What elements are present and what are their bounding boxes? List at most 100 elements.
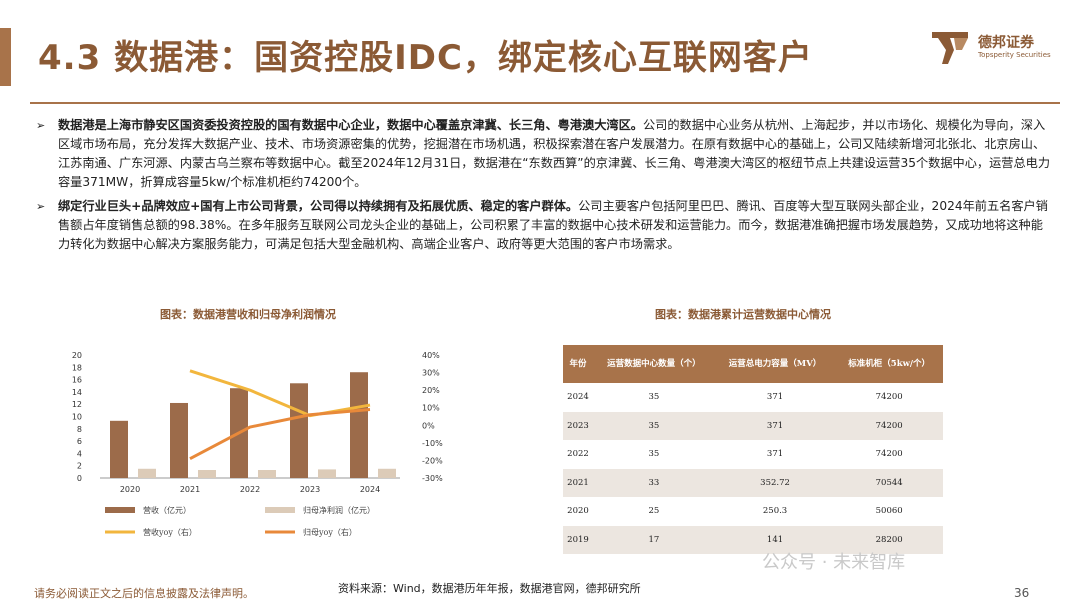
bullet-bold-text: 数据港是上海市静安区国资委投资控股的国有数据中心企业，数据中心覆盖京津冀、长三角… <box>58 118 643 132</box>
bar-revenue <box>170 402 188 478</box>
table-cell: 2022 <box>567 449 589 460</box>
legend-swatch <box>265 507 295 513</box>
table-cell: 74200 <box>875 449 903 460</box>
bar-net-profit <box>318 469 336 478</box>
x-tick-label: 2023 <box>300 485 320 494</box>
page-title: 4.3 数据港：国资控股IDC，绑定核心互联网客户 <box>38 38 813 78</box>
table-cell: 35 <box>648 392 660 403</box>
bar-net-profit <box>138 468 156 478</box>
page-number: 36 <box>1014 586 1030 600</box>
bullet-text: 公司主要客户包括阿里巴巴、腾讯、百度等大型互联网头部企业，2024年前五名客户销… <box>58 199 1048 251</box>
y-tick-label: 10 <box>72 413 82 422</box>
legend-label: 归母yoy（右） <box>303 527 357 537</box>
legend-label: 营收yoy（右） <box>143 527 197 537</box>
table-header-row: 年份 运营数据中心数量（个） 运营总电力容量（MV） 标准机柜（5kw/个） <box>563 345 943 383</box>
source-note: 资料来源：Wind，数据港历年年报，数据港官网，德邦研究所 <box>338 582 641 595</box>
bar-net-profit <box>258 470 276 478</box>
y2-tick-label: 30% <box>422 369 440 378</box>
table-cell: 50060 <box>875 506 903 517</box>
table-cell: 33 <box>593 468 715 497</box>
brand-logo-icon <box>932 32 968 64</box>
bar-revenue <box>290 383 308 478</box>
bullet-arrow-icon: ➢ <box>36 200 46 213</box>
table-row: 2024 35 371 74200 <box>563 383 943 412</box>
table-header-cell: 运营总电力容量（MV） <box>714 345 836 383</box>
table-row: 2019 17 141 28200 <box>563 525 943 554</box>
bullet-list: ➢ 数据港是上海市静安区国资委投资控股的国有数据中心企业，数据中心覆盖京津冀、长… <box>34 116 1054 259</box>
bar-revenue <box>350 372 368 478</box>
table-cell: 371 <box>714 411 836 440</box>
y-tick-label: 6 <box>77 437 82 446</box>
y2-tick-label: -20% <box>422 456 443 465</box>
table-row: 2020 25 250.3 50060 <box>563 497 943 526</box>
brand-name: 德邦证券 <box>978 35 1034 51</box>
x-tick-label: 2020 <box>120 485 140 494</box>
bullet-item: ➢ 绑定行业巨头+品牌效应+国有上市公司背景，公司得以持续拥有及拓展优质、稳定的… <box>34 197 1054 254</box>
y-tick-label: 14 <box>72 388 82 397</box>
table-cell: 25 <box>648 506 660 517</box>
table-row: 2023 35 371 74200 <box>563 411 943 440</box>
figure2-title: 图表：数据港累计运营数据中心情况 <box>655 308 831 321</box>
table-cell: 35 <box>648 449 660 460</box>
table-cell: 74200 <box>875 392 903 403</box>
x-tick-label: 2021 <box>180 485 200 494</box>
table-row: 2021 33 352.72 70544 <box>563 468 943 497</box>
figure1-title: 图表：数据港营收和归母净利润情况 <box>160 308 336 321</box>
y-tick-label: 0 <box>77 474 82 483</box>
y2-tick-label: -30% <box>422 474 443 483</box>
x-tick-label: 2024 <box>360 485 380 494</box>
bullet-text: 公司的数据中心业务从杭州、上海起步，并以市场化、规模化为导向，深入区域市场布局，… <box>58 118 1051 189</box>
revenue-profit-chart: 0 2 4 6 8 10 12 14 16 18 20 -30% -20% -10% 0% 10% 20% 30%… <box>72 351 443 537</box>
y-tick-label: 16 <box>72 376 82 385</box>
y2-tick-label: -10% <box>422 439 443 448</box>
table-cell: 2019 <box>563 525 593 554</box>
table-header-cell: 运营数据中心数量（个） <box>593 345 715 383</box>
y2-tick-label: 20% <box>422 386 440 395</box>
line-revenue-yoy <box>189 369 371 418</box>
table-cell: 352.72 <box>714 468 836 497</box>
table-header-cell: 年份 <box>563 345 593 383</box>
table-cell: 28200 <box>835 525 943 554</box>
bullet-item: ➢ 数据港是上海市静安区国资委投资控股的国有数据中心企业，数据中心覆盖京津冀、长… <box>34 116 1054 192</box>
table-cell: 2020 <box>567 506 589 517</box>
y-tick-label: 18 <box>72 363 82 372</box>
bullet-bold-text: 绑定行业巨头+品牌效应+国有上市公司背景，公司得以持续拥有及拓展优质、稳定的客户… <box>58 199 579 213</box>
table-cell: 74200 <box>835 411 943 440</box>
table-cell: 35 <box>593 411 715 440</box>
line-profit-yoy <box>189 407 371 460</box>
y-tick-label: 12 <box>72 400 82 409</box>
legend-swatch <box>105 507 135 513</box>
table-header-cell: 标准机柜（5kw/个） <box>835 345 943 383</box>
brand-name-en: Topsperity Securities <box>978 51 1051 59</box>
table-cell: 2023 <box>563 411 593 440</box>
y2-tick-label: 0% <box>422 421 435 430</box>
y2-tick-label: 40% <box>422 351 440 360</box>
bar-net-profit <box>378 468 396 478</box>
y2-tick-label: 10% <box>422 404 440 413</box>
bullet-arrow-icon: ➢ <box>36 119 46 132</box>
table-cell: 250.3 <box>762 506 788 517</box>
title-divider <box>30 102 1060 104</box>
x-tick-label: 2022 <box>240 485 260 494</box>
disclaimer: 请务必阅读正文之后的信息披露及法律声明。 <box>34 587 254 600</box>
brand-logo: 德邦证券 Topsperity Securities <box>930 28 1070 68</box>
data-center-table: 年份 运营数据中心数量（个） 运营总电力容量（MV） 标准机柜（5kw/个） 2024… <box>563 345 943 554</box>
table-cell: 17 <box>593 525 715 554</box>
watermark: 公众号 · 未来智库 <box>762 552 906 573</box>
y-tick-label: 4 <box>77 449 82 458</box>
title-accent-bar <box>0 28 11 86</box>
table-cell: 371 <box>766 449 784 460</box>
y-tick-label: 20 <box>72 351 82 360</box>
bar-revenue <box>110 420 128 478</box>
table-cell: 371 <box>766 392 784 403</box>
y-tick-label: 8 <box>77 425 82 434</box>
table-cell: 141 <box>714 525 836 554</box>
table-cell: 2024 <box>567 392 589 403</box>
bar-net-profit <box>198 470 216 478</box>
y-tick-label: 2 <box>77 462 82 471</box>
legend-label: 营收（亿元） <box>143 505 191 515</box>
legend-label: 归母净利润（亿元） <box>303 505 375 515</box>
table-row: 2022 35 371 74200 <box>563 440 943 469</box>
table-cell: 70544 <box>835 468 943 497</box>
table-cell: 2021 <box>563 468 593 497</box>
